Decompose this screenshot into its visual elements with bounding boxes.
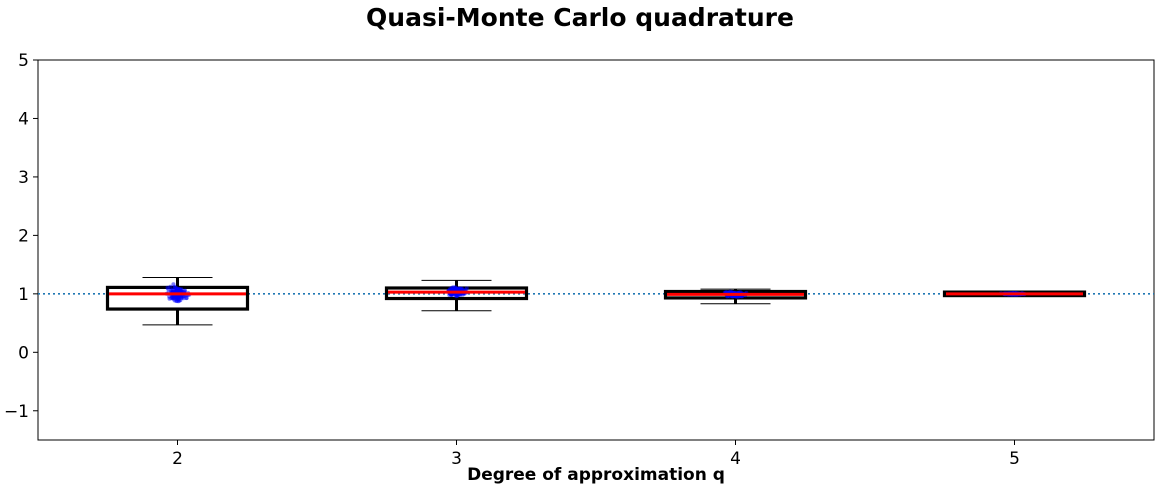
data-point: [174, 295, 179, 300]
data-point: [451, 285, 456, 290]
data-point: [174, 289, 179, 294]
data-point: [166, 287, 171, 292]
y-tick-label: 0: [18, 343, 29, 363]
data-point: [171, 296, 176, 300]
x-tick-label: 5: [1009, 449, 1020, 469]
y-tick-label: 5: [18, 51, 29, 71]
data-point: [182, 289, 187, 294]
axes: −1 0 1 2 3 4 5 2 3 4 5: [4, 51, 1020, 469]
x-tick-label: 3: [451, 449, 462, 469]
x-tick-label: 2: [172, 449, 183, 469]
plot-area: [38, 276, 1154, 326]
y-tick-label: 2: [18, 226, 29, 246]
y-tick-label: 1: [18, 285, 29, 305]
chart-title: Quasi-Monte Carlo quadrature: [366, 3, 794, 32]
x-axis-label: Degree of approximation q: [467, 465, 725, 485]
y-tick-label: −1: [4, 402, 29, 422]
plot-frame: [37, 59, 1155, 441]
data-point: [464, 286, 469, 291]
y-tick-label: 4: [18, 109, 29, 129]
box-3: [384, 279, 529, 312]
box-4: [663, 288, 808, 305]
x-tick-label: 4: [730, 449, 741, 469]
y-tick-label: 3: [18, 168, 29, 188]
box-2: [105, 276, 250, 326]
box-5: [942, 290, 1087, 298]
